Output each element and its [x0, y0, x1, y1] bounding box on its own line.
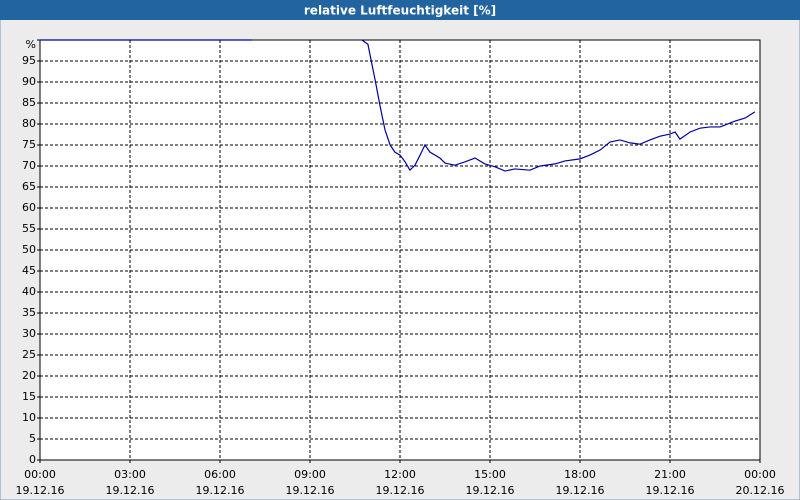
y-tick-label: 95: [22, 54, 36, 67]
y-tick-label: 65: [22, 180, 36, 193]
y-tick-label: 85: [22, 96, 36, 109]
x-tick-label: 21:00: [654, 468, 686, 481]
x-tick-label: 12:00: [384, 468, 416, 481]
x-tick-date: 20.12.16: [736, 484, 785, 497]
x-tick-date: 19.12.16: [196, 484, 245, 497]
y-tick-label: 15: [22, 390, 36, 403]
x-tick-date: 19.12.16: [556, 484, 605, 497]
y-tick-label: 80: [22, 117, 36, 130]
chart-title: relative Luftfeuchtigkeit [%]: [304, 4, 496, 18]
x-tick-date: 19.12.16: [286, 484, 335, 497]
x-tick-label: 03:00: [114, 468, 146, 481]
data-line: [40, 39, 756, 172]
x-tick-date: 19.12.16: [646, 484, 695, 497]
y-tick-label: 90: [22, 75, 36, 88]
y-tick-label: 55: [22, 222, 36, 235]
x-tick-label: 00:00: [744, 468, 776, 481]
y-tick-label: 70: [22, 159, 36, 172]
x-tick-label: 06:00: [204, 468, 236, 481]
x-tick-date: 19.12.16: [106, 484, 155, 497]
x-tick-date: 19.12.16: [376, 484, 425, 497]
y-tick-label: 10: [22, 411, 36, 424]
x-tick-date: 19.12.16: [466, 484, 515, 497]
y-tick-label: 75: [22, 138, 36, 151]
y-tick-label: 0: [29, 453, 36, 466]
x-tick-label: 15:00: [474, 468, 506, 481]
y-tick-label: 25: [22, 348, 36, 361]
y-tick-label: 20: [22, 369, 36, 382]
y-tick-label: 35: [22, 306, 36, 319]
y-tick-label: %: [26, 38, 36, 51]
y-tick-label: 45: [22, 264, 36, 277]
title-bar: [0, 0, 800, 20]
y-tick-label: 40: [22, 285, 36, 298]
y-tick-label: 50: [22, 243, 36, 256]
y-tick-label: 60: [22, 201, 36, 214]
y-tick-label: 5: [29, 432, 36, 445]
x-tick-label: 09:00: [294, 468, 326, 481]
y-tick-label: 30: [22, 327, 36, 340]
x-tick-label: 00:00: [24, 468, 56, 481]
x-tick-date: 19.12.16: [16, 484, 65, 497]
x-tick-label: 18:00: [564, 468, 596, 481]
